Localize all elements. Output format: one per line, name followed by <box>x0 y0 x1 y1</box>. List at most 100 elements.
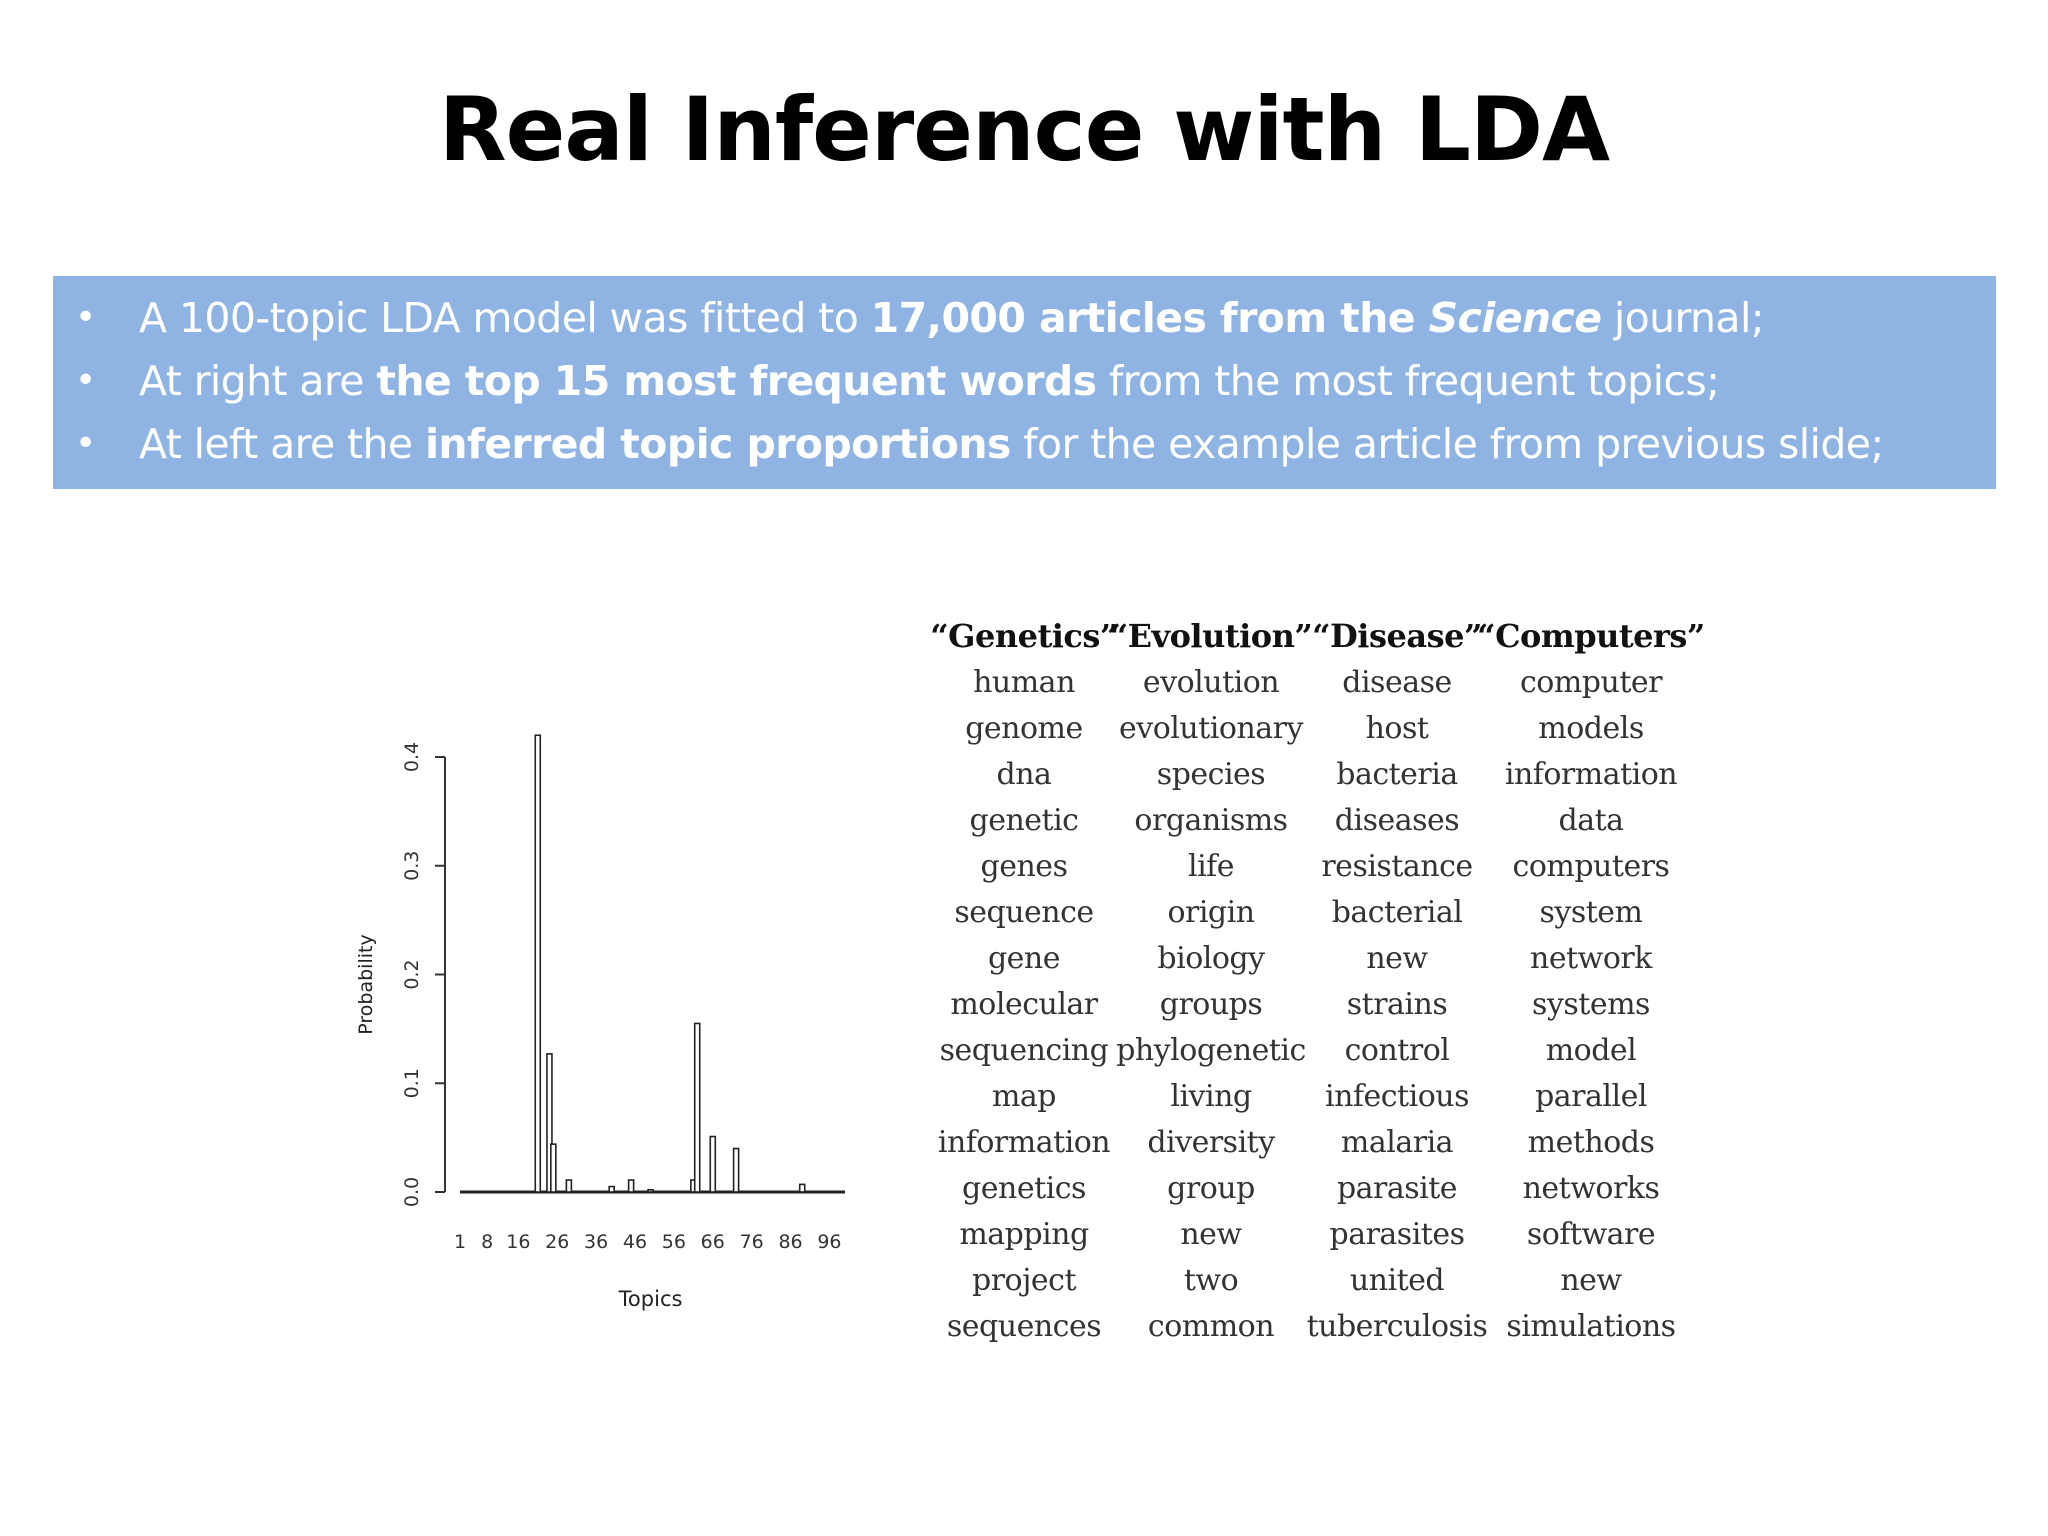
topic-heading: “Disease” <box>1312 617 1482 655</box>
y-tick-label: 0.2 <box>401 959 423 989</box>
bullet-text-part: At left are the <box>139 420 425 468</box>
topic-word: biology <box>1157 941 1265 976</box>
topic-bar <box>798 1183 806 1193</box>
topic-word: diversity <box>1147 1125 1275 1160</box>
topic-word: genetics <box>962 1171 1086 1206</box>
topic-word: methods <box>1527 1125 1655 1160</box>
topic-bar <box>732 1147 740 1193</box>
topic-word: new <box>1366 941 1428 976</box>
topic-word: origin <box>1167 895 1255 930</box>
topic-word: networks <box>1522 1171 1660 1206</box>
topic-word: evolution <box>1142 665 1280 700</box>
topic-word: models <box>1538 711 1644 746</box>
topic-word: infectious <box>1324 1079 1470 1114</box>
topic-word: new <box>1180 1217 1242 1252</box>
topic-word: two <box>1183 1263 1239 1298</box>
topic-word: organisms <box>1134 803 1288 838</box>
slide-title: Real Inference with LDA <box>438 78 1610 181</box>
x-tick-label: 26 <box>545 1231 569 1253</box>
topic-word: evolutionary <box>1119 711 1303 746</box>
topic-word: data <box>1558 803 1624 838</box>
bullet-dot: • <box>75 360 96 401</box>
topic-bar <box>550 1143 557 1193</box>
topic-word: bacteria <box>1336 757 1458 792</box>
x-tick-label: 76 <box>740 1231 764 1253</box>
topic-word: control <box>1344 1033 1450 1068</box>
x-tick-label: 46 <box>623 1231 647 1253</box>
topic-word: sequence <box>954 895 1094 930</box>
topic-word: dna <box>996 757 1052 792</box>
topic-bar <box>534 734 542 1193</box>
bullet-text: At right are the top 15 most frequent wo… <box>139 355 1720 407</box>
topic-word: simulations <box>1506 1309 1676 1344</box>
topic-word: parallel <box>1535 1079 1647 1114</box>
topic-word: molecular <box>950 987 1098 1022</box>
topic-heading: “Evolution” <box>1109 617 1313 655</box>
x-tick-label: 16 <box>506 1231 530 1253</box>
bullet-text-part: A 100-topic LDA model was fitted to <box>139 294 871 342</box>
x-tick-label: 36 <box>584 1231 608 1253</box>
topic-word: genome <box>965 711 1083 746</box>
topic-word: mapping <box>959 1217 1089 1252</box>
topic-bar <box>627 1179 635 1193</box>
x-tick-label: 56 <box>662 1231 686 1253</box>
topic-bar <box>546 1053 553 1193</box>
topic-word: strains <box>1346 987 1448 1022</box>
topic-word: systems <box>1532 987 1650 1022</box>
x-tick-label: 86 <box>778 1231 802 1253</box>
topic-word: resistance <box>1321 849 1473 884</box>
topic-word: sequences <box>946 1309 1102 1344</box>
topic-word: groups <box>1159 987 1263 1022</box>
topic-word: group <box>1167 1171 1255 1206</box>
topic-heading: “Genetics” <box>930 617 1118 655</box>
topic-word: network <box>1530 941 1652 976</box>
y-tick-label: 0.1 <box>401 1068 423 1098</box>
topic-word: species <box>1156 757 1266 792</box>
topic-word: human <box>973 665 1075 700</box>
topic-word: system <box>1539 895 1644 930</box>
topic-bar <box>608 1185 615 1193</box>
topic-word: genetic <box>969 803 1080 838</box>
topic-word: new <box>1560 1263 1622 1298</box>
x-tick-label: 96 <box>817 1231 841 1253</box>
topic-word: malaria <box>1340 1125 1454 1160</box>
bullet-item: • A 100-topic LDA model was fitted to 17… <box>53 292 1996 355</box>
topic-word: life <box>1187 849 1235 884</box>
bullet-box: • A 100-topic LDA model was fitted to 17… <box>53 276 1996 489</box>
topic-column: “Evolution” evolution evolutionary species o… <box>1061 612 1361 1350</box>
topic-word: computer <box>1520 665 1663 700</box>
bullet-text: A 100-topic LDA model was fitted to 17,0… <box>139 292 1765 344</box>
bullet-text-part: for the example article from previous sl… <box>1010 420 1884 468</box>
topic-word: common <box>1147 1309 1275 1344</box>
y-tick-label: 0.0 <box>401 1177 423 1207</box>
x-tick-label: 1 <box>454 1231 466 1253</box>
topic-bar <box>709 1135 717 1193</box>
topic-bar <box>565 1179 573 1193</box>
topic-word: genes <box>980 849 1068 884</box>
x-axis-label: Topics <box>618 1287 683 1311</box>
topic-word: united <box>1349 1263 1445 1298</box>
topic-word: living <box>1170 1079 1252 1114</box>
topic-word: sequencing <box>939 1033 1109 1068</box>
topic-word: parasites <box>1329 1217 1465 1252</box>
bullet-dot: • <box>75 423 96 464</box>
topic-word: project <box>971 1263 1077 1298</box>
topic-column: “Computers” computer models information data… <box>1441 612 1741 1350</box>
topic-word: disease <box>1342 665 1452 700</box>
bullet-text-part: from the most frequent topics; <box>1096 357 1720 405</box>
topic-proportions-chart: 0.0 0.1 0.2 0.3 0.4 1 8 16 26 36 46 56 66 76 86 96 Topic… <box>340 720 860 1324</box>
topic-word: gene <box>987 941 1061 976</box>
topic-word: diseases <box>1334 803 1460 838</box>
bullet-text-part: journal; <box>1601 294 1765 342</box>
bullet-text-part: 17,000 articles from the <box>870 294 1429 342</box>
bullet-item: • At right are the top 15 most frequent … <box>53 355 1996 418</box>
bullet-text-part: inferred topic proportions <box>424 420 1011 468</box>
topic-word: computers <box>1512 849 1670 884</box>
topic-bar <box>647 1189 654 1193</box>
topic-column: “Disease” disease host bacteria diseases resi… <box>1247 612 1547 1350</box>
y-axis-label: Probability <box>355 934 377 1034</box>
topic-word: phylogenetic <box>1116 1033 1306 1068</box>
bullet-dot: • <box>75 297 96 338</box>
bullet-item: • At left are the inferred topic proport… <box>53 418 1996 481</box>
topic-word: parasite <box>1336 1171 1458 1206</box>
